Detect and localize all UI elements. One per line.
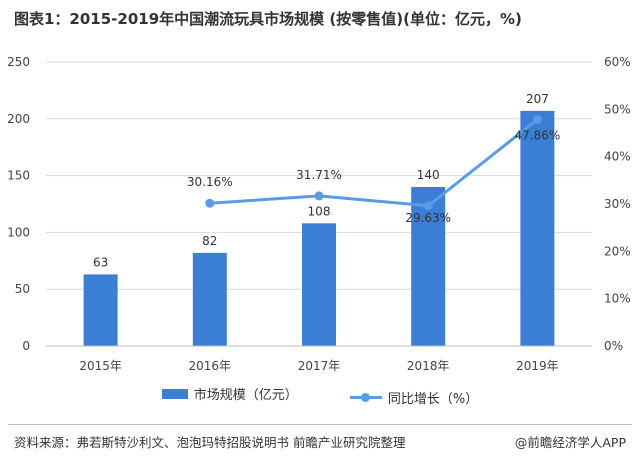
left-axis: 0 50 100 150 200 250: [7, 55, 30, 353]
left-tick-label: 0: [22, 339, 30, 353]
right-tick-label: 60%: [604, 55, 631, 69]
growth-data-label: 30.16%: [187, 175, 233, 189]
legend-line-swatch: [349, 392, 382, 402]
bar-data-label: 108: [308, 204, 331, 218]
right-tick-label: 0%: [604, 339, 623, 353]
bar-data-label: 63: [93, 255, 108, 269]
right-axis: 0% 10% 20% 30% 40% 50% 60%: [604, 55, 631, 353]
bar: [520, 110, 555, 347]
x-tick-label: 2017年: [298, 359, 341, 373]
left-tick-label: 50: [15, 282, 30, 296]
combo-chart: 0 50 100 150 200 250 0% 10% 20% 30% 40% 50% 60% 63 8…: [7, 55, 631, 373]
x-tick-label: 2016年: [189, 359, 232, 373]
bar: [83, 274, 118, 346]
x-axis: 2015年 2016年 2017年 2018年 2019年: [46, 345, 592, 373]
legend-bar-label: 市场规模（亿元）: [193, 388, 298, 403]
left-tick-label: 100: [7, 225, 30, 239]
bar-data-label: 82: [202, 234, 217, 248]
legend-bar-swatch: [161, 388, 188, 399]
growth-data-label: 29.63%: [405, 211, 451, 225]
right-tick-label: 50%: [604, 102, 631, 116]
right-tick-label: 20%: [604, 244, 631, 258]
right-tick-label: 10%: [604, 292, 631, 306]
bar-data-label: 140: [417, 168, 440, 182]
source-note: 资料来源：弗若斯特沙利文、泡泡玛特招股说明书 前瞻产业研究院整理: [14, 435, 406, 450]
right-tick-label: 30%: [604, 197, 631, 211]
bar: [192, 252, 227, 346]
left-tick-label: 200: [7, 112, 30, 126]
right-tick-label: 40%: [604, 150, 631, 164]
left-tick-label: 250: [7, 55, 30, 69]
line-series: 30.16% 31.71% 29.63% 47.86%: [187, 114, 561, 225]
left-tick-label: 150: [7, 169, 30, 183]
growth-line: [209, 118, 539, 208]
legend-line-label: 同比增长（%）: [387, 391, 479, 407]
growth-point: [314, 191, 324, 201]
growth-point: [532, 114, 542, 124]
x-tick-label: 2019年: [516, 359, 559, 373]
bar-data-label: 207: [526, 92, 549, 106]
growth-point: [205, 198, 215, 208]
growth-data-label: 47.86%: [515, 128, 561, 142]
chart-title: 图表1：2015-2019年中国潮流玩具市场规模 (按零售值)(单位：亿元，%): [14, 10, 522, 28]
x-tick-label: 2015年: [79, 359, 122, 373]
legend-item-bar: 市场规模（亿元）: [161, 384, 298, 403]
growth-point: [423, 201, 433, 211]
x-tick-label: 2018年: [407, 359, 450, 373]
legend: 市场规模（亿元） 同比增长（%）: [0, 384, 640, 407]
legend-item-line: 同比增长（%）: [349, 388, 479, 407]
brand-credit: @前瞻经济学人APP: [514, 435, 626, 450]
footer-divider: [8, 424, 632, 425]
bar: [411, 186, 446, 346]
bar: [302, 223, 336, 346]
growth-data-label: 31.71%: [296, 168, 342, 182]
bar-series: 63 82 108 140 207: [83, 92, 555, 347]
